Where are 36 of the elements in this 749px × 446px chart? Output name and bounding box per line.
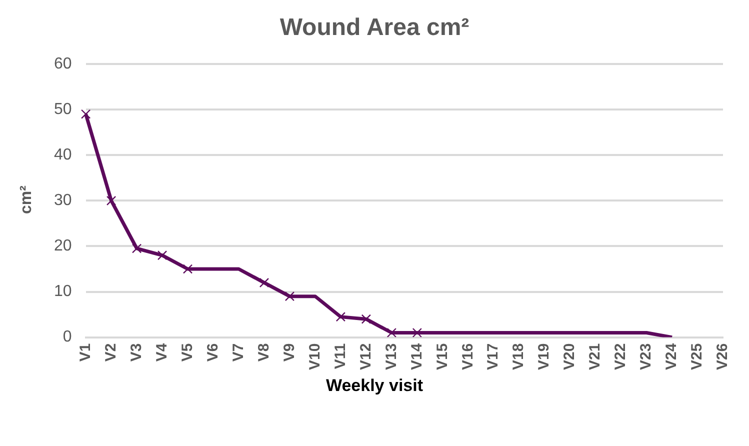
x-tick-label: V7 — [230, 343, 247, 362]
x-tick-label: V6 — [204, 343, 222, 362]
y-axis-title: cm² — [18, 186, 36, 214]
x-tick-label: V4 — [153, 342, 170, 362]
x-tick-label: V12 — [357, 343, 374, 370]
x-tick-label: V8 — [255, 343, 272, 362]
x-tick-label: V13 — [382, 343, 400, 370]
x-tick-label: V15 — [434, 343, 451, 370]
x-tick-label: V10 — [306, 343, 324, 370]
y-tick-label: 30 — [54, 192, 72, 210]
x-tick-label: V9 — [280, 343, 298, 362]
x-tick-label: V25 — [688, 343, 706, 370]
x-tick-label: V11 — [332, 343, 349, 370]
y-tick-label: 60 — [54, 55, 72, 72]
x-tick-label: V5 — [178, 343, 196, 362]
x-tick-label: V24 — [663, 342, 680, 370]
x-tick-label: V23 — [638, 343, 655, 370]
x-tick-label: V3 — [128, 343, 145, 362]
x-tick-label: V26 — [714, 343, 732, 370]
x-tick-label: V17 — [484, 343, 502, 370]
y-tick-label: 10 — [54, 283, 72, 300]
x-tick-label: V21 — [586, 343, 604, 370]
x-tick-label: V14 — [408, 342, 426, 370]
chart-title: Wound Area cm² — [278, 14, 470, 42]
x-tick-label: V18 — [510, 343, 528, 370]
x-tick-label: V19 — [536, 343, 553, 370]
x-tick-label: V16 — [459, 343, 476, 370]
x-tick-label: V2 — [102, 343, 120, 362]
y-tick-label: 40 — [54, 146, 72, 164]
y-tick-label: 20 — [54, 238, 72, 255]
x-tick-label: V22 — [612, 343, 630, 370]
x-tick-label: V20 — [561, 343, 578, 370]
y-tick-label: 50 — [54, 100, 72, 118]
y-tick-label: 0 — [62, 328, 72, 346]
x-tick-label: V1 — [76, 343, 94, 362]
x-axis-title: Weekly visit — [324, 376, 424, 396]
